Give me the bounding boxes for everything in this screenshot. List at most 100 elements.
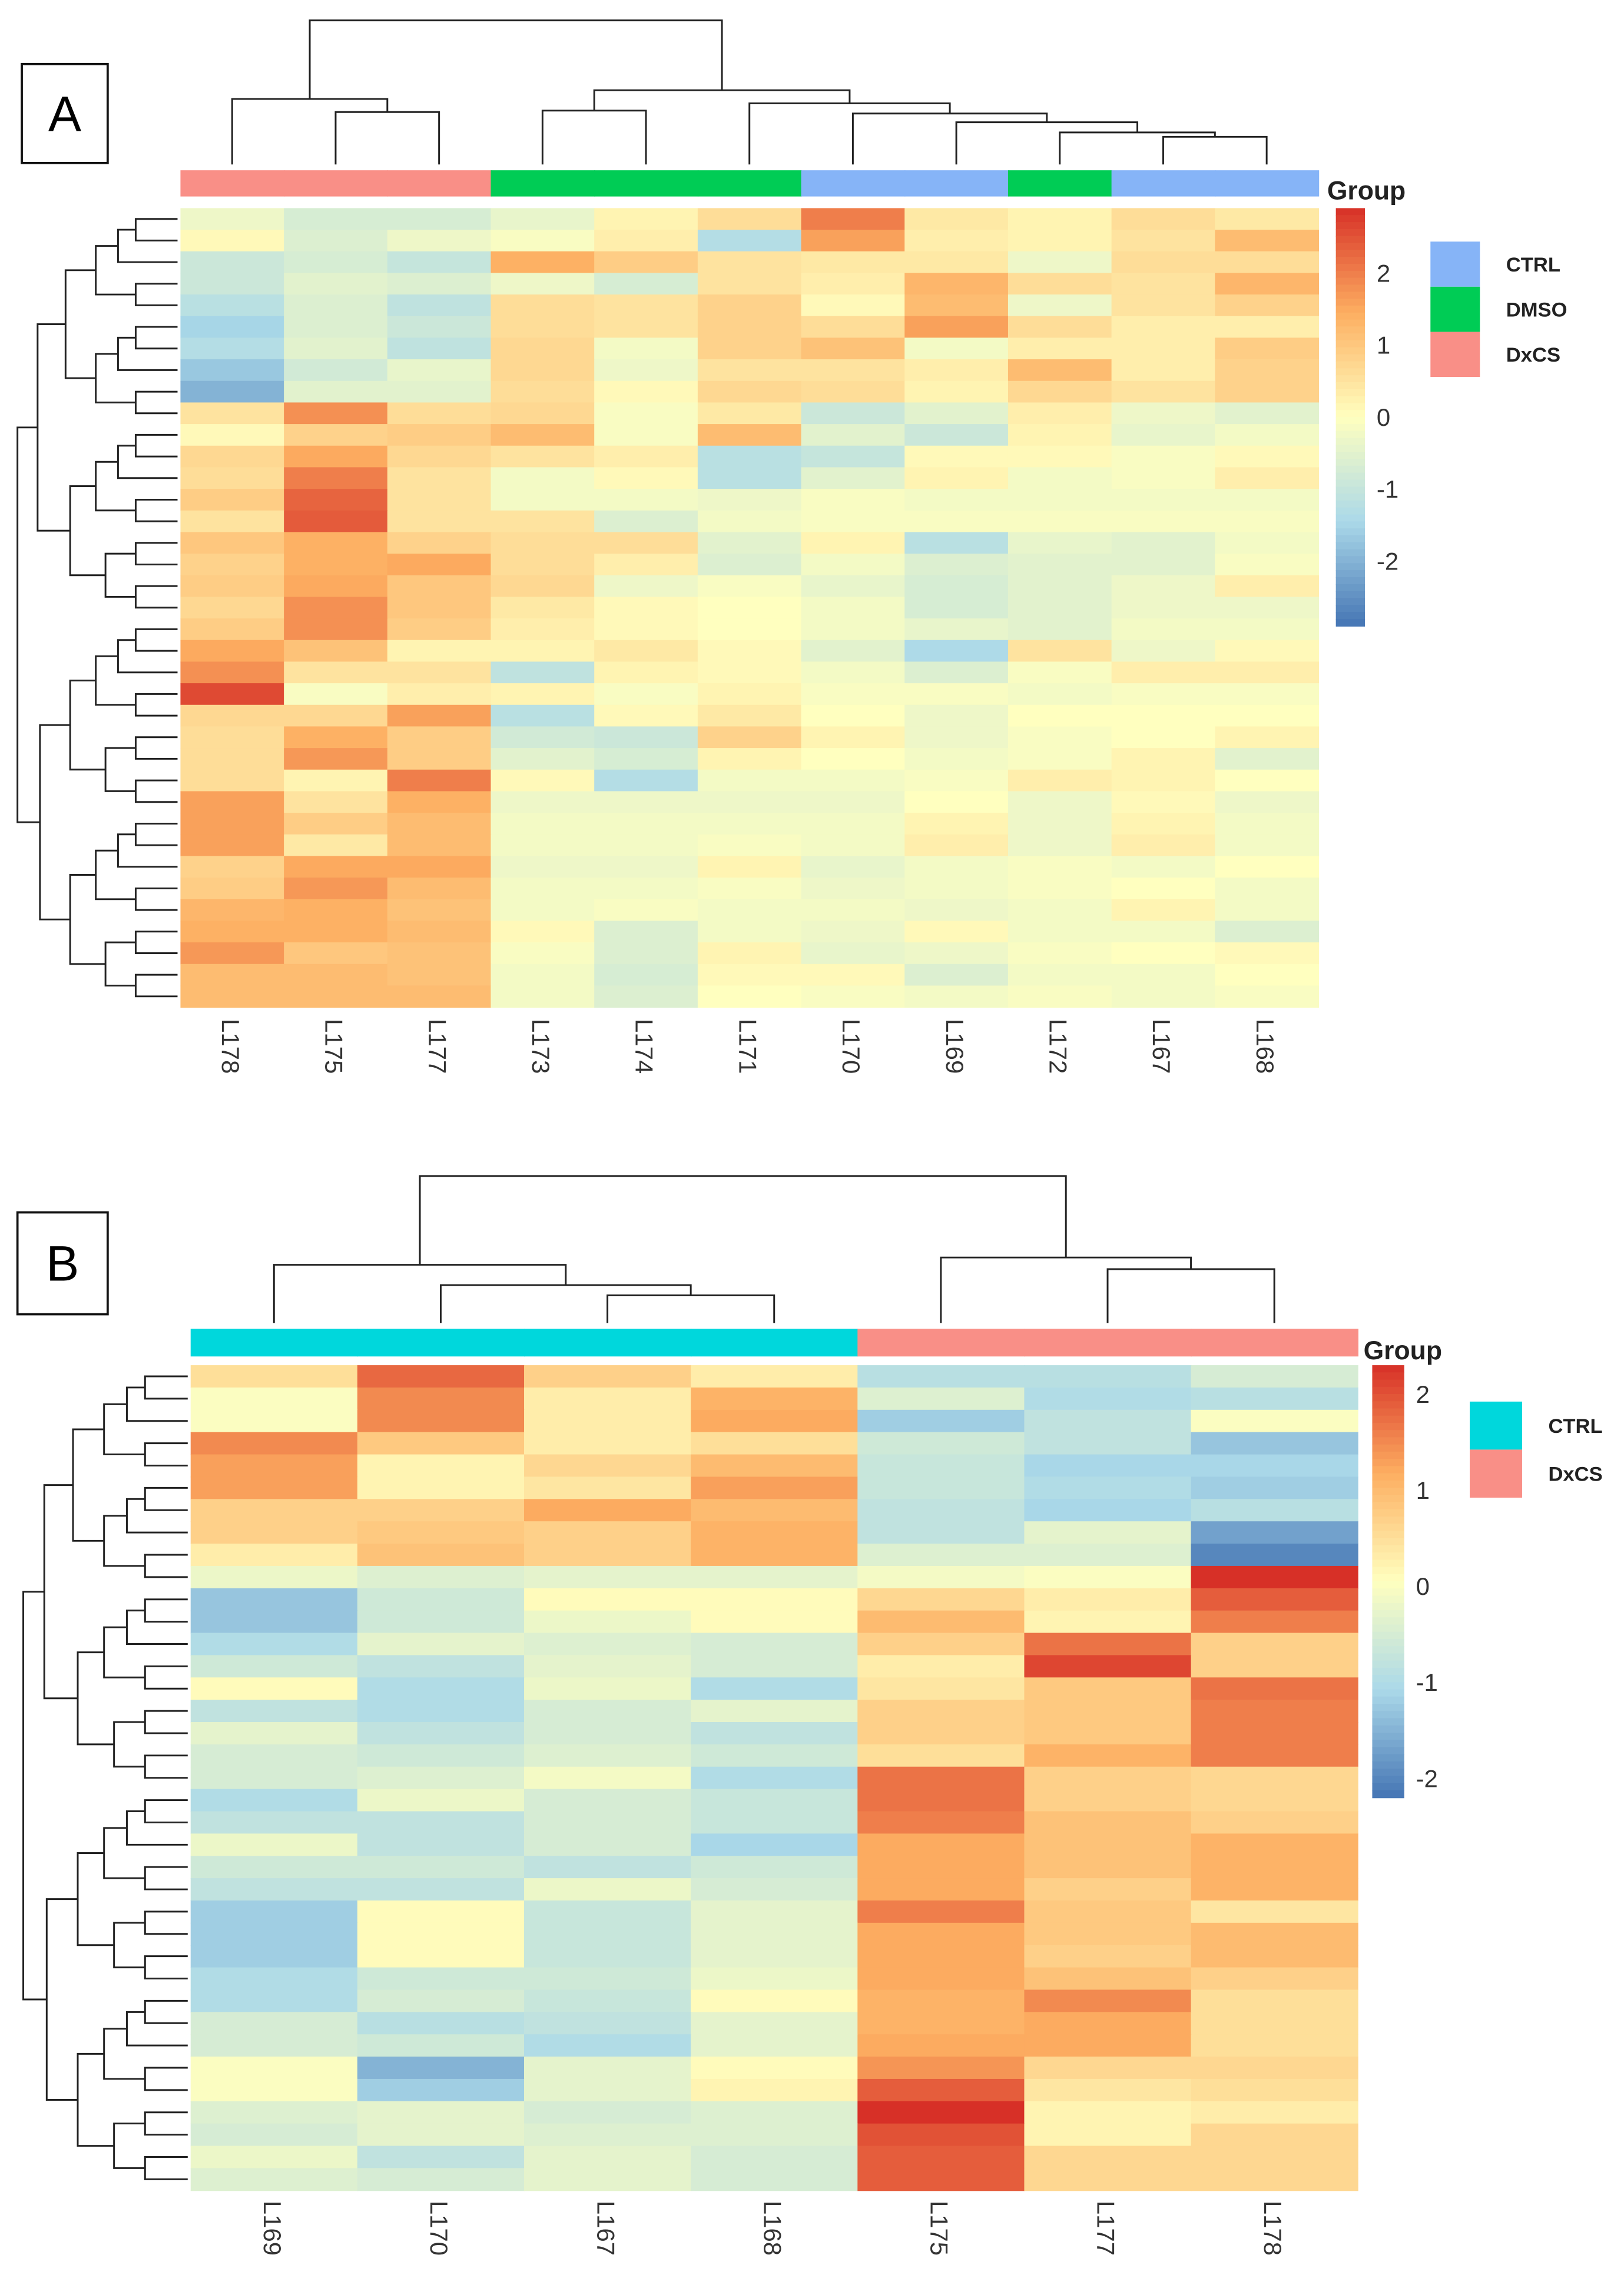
heatmap-cell (594, 704, 698, 727)
heatmap-cell (1024, 1811, 1192, 1835)
heatmap-cell (1191, 2101, 1358, 2124)
row-dendrogram-branch (126, 2011, 188, 2047)
row-dendrogram-branch (22, 1591, 47, 2001)
heatmap-cell (524, 2145, 692, 2169)
heatmap-cell (697, 489, 802, 511)
colorbar-segment (1335, 417, 1366, 425)
group-annotation-cell (691, 1329, 859, 1357)
heatmap-cell (357, 1432, 525, 1455)
colorbar-segment (1335, 500, 1366, 508)
heatmap-cell (1111, 467, 1216, 490)
heatmap-cell (190, 1544, 358, 1567)
heatmap-cell (357, 1766, 525, 1790)
heatmap-cell (387, 424, 492, 446)
colorbar-segment (1372, 1776, 1404, 1784)
legend-title: Group (1327, 177, 1406, 206)
heatmap-cell (904, 230, 1009, 252)
heatmap-cell (594, 337, 698, 360)
heatmap-cell (490, 769, 595, 792)
heatmap-cell (857, 2078, 1025, 2102)
heatmap-cell (1111, 813, 1216, 835)
colorbar-segment (1335, 577, 1366, 585)
heatmap-cell (357, 1744, 525, 1767)
heatmap-cell (1215, 510, 1319, 533)
heatmap-cell (387, 554, 492, 576)
heatmap-cell (387, 618, 492, 641)
heatmap-cell (1111, 661, 1216, 684)
colorbar-segment (1372, 1365, 1404, 1373)
heatmap-cell (1007, 748, 1112, 770)
heatmap-cell (697, 921, 802, 943)
heatmap-cell (857, 2101, 1025, 2124)
heatmap-cell (594, 316, 698, 339)
heatmap-cell (490, 942, 595, 965)
heatmap-cell (357, 2034, 525, 2058)
heatmap-cell (387, 402, 492, 425)
heatmap-cell (904, 380, 1009, 403)
colorbar-tick-label: -1 (1377, 475, 1398, 503)
heatmap-cell (594, 359, 698, 382)
heatmap-cell (1191, 1588, 1358, 1611)
colorbar-segment (1372, 1372, 1404, 1380)
heatmap-cell (697, 532, 802, 555)
heatmap-cell (190, 1878, 358, 1901)
row-dendrogram-branch (134, 887, 178, 911)
heatmap-cell (387, 273, 492, 296)
heatmap-cell (801, 661, 906, 684)
row-dendrogram-branch (144, 2111, 188, 2136)
heatmap-cell (1215, 597, 1319, 620)
column-label: L174 (631, 1019, 658, 1074)
colorbar-segment (1335, 514, 1366, 522)
heatmap-cell (691, 1833, 859, 1857)
heatmap-cell (524, 1476, 692, 1500)
heatmap-cell (524, 2123, 692, 2147)
heatmap-cell (180, 337, 285, 360)
heatmap-cell (357, 1476, 525, 1500)
colorbar-tick-label: 1 (1416, 1476, 1430, 1504)
heatmap-cell (594, 921, 698, 943)
heatmap-cell (524, 1811, 692, 1835)
heatmap-cell (190, 1521, 358, 1545)
heatmap-cell (387, 921, 492, 943)
heatmap-cell (801, 273, 906, 296)
heatmap-cell (284, 618, 388, 641)
heatmap-cell (387, 878, 492, 900)
heatmap-cell (1007, 791, 1112, 814)
heatmap-cell (1111, 985, 1216, 1008)
heatmap-cell (857, 1722, 1025, 1745)
colorbar-tick-label: 0 (1416, 1572, 1430, 1600)
heatmap-cell (524, 1588, 692, 1611)
heatmap-cell (594, 445, 698, 468)
heatmap-cell (1007, 597, 1112, 620)
heatmap-cell (594, 878, 698, 900)
heatmap-cell (1191, 2078, 1358, 2102)
column-label: L169 (258, 2201, 286, 2256)
colorbar-segment (1372, 1675, 1404, 1683)
heatmap-cell (1191, 1833, 1358, 1857)
row-dendrogram-branch (134, 585, 178, 609)
heatmap-cell (1215, 878, 1319, 900)
colorbar-segment (1335, 305, 1366, 313)
heatmap-cell (387, 683, 492, 706)
heatmap-cell (904, 748, 1009, 770)
row-dendrogram-branch (144, 1866, 188, 1890)
heatmap-cell (801, 294, 906, 317)
group-annotation-cell (490, 170, 595, 197)
heatmap-cell (697, 251, 802, 274)
heatmap-cell (1024, 2123, 1192, 2147)
heatmap-cell (357, 1833, 525, 1857)
heatmap-cell (357, 2012, 525, 2035)
colorbar-segment (1372, 1718, 1404, 1726)
row-dendrogram-branch (104, 747, 136, 792)
heatmap-cell (691, 1499, 859, 1522)
group-annotation-cell (524, 1329, 692, 1357)
colorbar-segment (1335, 347, 1366, 355)
heatmap-cell (697, 748, 802, 770)
heatmap-cell (357, 1677, 525, 1701)
heatmap-cell (357, 2123, 525, 2147)
legend-label: CTRL (1506, 254, 1560, 276)
colorbar-segment (1372, 1696, 1404, 1705)
heatmap-cell (190, 1365, 358, 1388)
heatmap-cell (524, 1365, 692, 1388)
heatmap-cell (180, 704, 285, 727)
